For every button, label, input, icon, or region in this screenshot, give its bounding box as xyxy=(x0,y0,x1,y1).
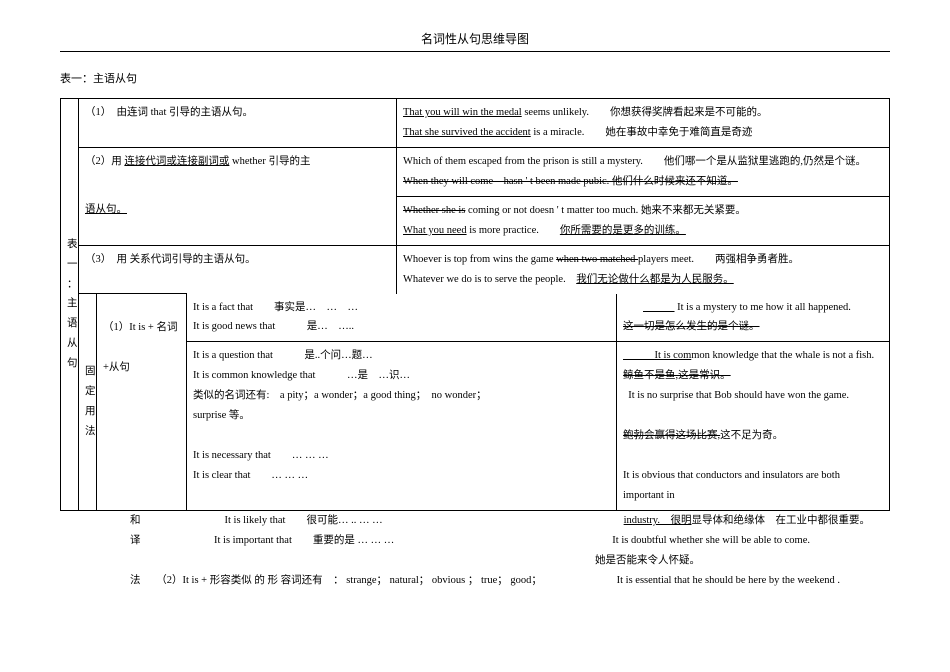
text: It is obvious that conductors and insula… xyxy=(623,470,840,501)
text: （3） 用 关系代词引导的主语从句。 xyxy=(85,254,256,265)
text: 类似的名词还有: a pity；a wonder；a good thing； n… xyxy=(193,390,487,401)
cell-fixed-c1: （1）It is + 名词 +从句 xyxy=(97,294,187,511)
cell-r3-left: 语从句。 xyxy=(79,196,397,245)
text: It is important that 重要的是 … … … xyxy=(214,535,394,546)
text: when two matched xyxy=(556,254,638,265)
text: surprise 等。 xyxy=(193,410,250,421)
text: is a miracle. xyxy=(531,127,585,138)
cell-r2-right: Which of them escaped from the prison is… xyxy=(397,147,890,196)
cell-r4-left: （3） 用 关系代词引导的主语从句。 xyxy=(79,245,397,293)
text: （2）It is + 形容类似 的 形 容词还有 ： strange； natu… xyxy=(162,575,542,586)
text: That you will win the medal xyxy=(403,107,522,118)
below-table-area: 和 It is likely that 很可能… .. … … industry… xyxy=(60,511,890,591)
text: whether 引导的主 xyxy=(229,156,310,167)
text: It is a fact that 事实是… … … xyxy=(193,302,358,313)
cell-r4-right: Whoever is top from wins the game when t… xyxy=(397,245,890,293)
text: 显导体和绝缘体 在工业中都很重要。 xyxy=(692,515,871,526)
text: Whatever we do is to serve the people. xyxy=(403,274,566,285)
text: It is doubtful whether she will be able … xyxy=(612,535,810,546)
text: It is likely that 很可能… .. … … xyxy=(225,515,383,526)
title-rule xyxy=(60,51,890,52)
text: It is a question that 是..个问…题… xyxy=(193,350,373,361)
text: （1） 由连词 that 引导的主语从句。 xyxy=(85,107,253,118)
text: is more practice. xyxy=(467,225,539,236)
text: 两强相争勇者胜。 xyxy=(715,254,799,265)
text: It is good news that 是… ….. xyxy=(193,321,354,332)
cell-r1-right: That you will win the medal seems unlike… xyxy=(397,99,890,148)
text: （1）It is + 名词 xyxy=(103,322,177,333)
text: 鲸鱼不是鱼,这是常识。 xyxy=(623,370,731,381)
text: It is necessary that … … … xyxy=(193,450,329,461)
text: 这不足为奇。 xyxy=(720,430,783,441)
text: seems unlikely. xyxy=(522,107,589,118)
cell-fixed-r-upper: It is a mystery to me how it all happene… xyxy=(617,294,890,342)
cell-r3-right: Whether she is coming or not doesn ' t m… xyxy=(397,196,890,245)
text: 她是否能来令人怀疑。 xyxy=(595,555,700,566)
text: +从句 xyxy=(103,362,130,373)
text: （2）用 xyxy=(85,156,124,167)
cell-r1-left: （1） 由连词 that 引导的主语从句。 xyxy=(79,99,397,148)
page-title: 名词性从句思维导图 xyxy=(60,30,890,47)
text: 你所需要的是更多的训练。 xyxy=(560,225,686,236)
text: 法 xyxy=(130,575,141,586)
text: industry. 很明 xyxy=(624,515,692,526)
text: mon knowledge that the whale is not a fi… xyxy=(691,350,874,361)
vertical-label: 表一：主语从句 xyxy=(61,99,79,511)
cell-fixed-m-lower: It is a question that 是..个问…题… It is com… xyxy=(187,342,617,511)
text: When they will come hasn ' t been made p… xyxy=(403,176,738,187)
text: 我们无论做什么都是为人民服务。 xyxy=(576,274,734,285)
text: 这一切是怎么发生的是个谜。 xyxy=(623,321,760,332)
main-table: 表一：主语从句 （1） 由连词 that 引导的主语从句。 That you w… xyxy=(60,98,890,511)
text: coming or not doesn ' t matter too much.… xyxy=(465,205,745,216)
fixed-label: 固定用法 xyxy=(79,294,97,511)
text: What you need xyxy=(403,225,467,236)
cell-fixed-r-lower: It is common knowledge that the whale is… xyxy=(617,342,890,511)
text: 译 xyxy=(130,535,141,546)
text: It is no surprise that Bob should have w… xyxy=(628,390,849,401)
text: 他们哪一个是从监狱里逃跑的,仍然是个谜。 xyxy=(664,156,866,167)
text: 她在事故中幸免于难简直是奇迹 xyxy=(605,127,752,138)
text: 语从句。 xyxy=(85,204,127,215)
text: It is com xyxy=(623,350,691,361)
text: It is a mystery to me how it all happene… xyxy=(677,302,851,313)
cell-fixed-m-upper: It is a fact that 事实是… … … It is good ne… xyxy=(187,294,617,342)
text: Whoever is top from wins the game xyxy=(403,254,556,265)
text: Whether she is xyxy=(403,205,465,216)
text: It is clear that … … … xyxy=(193,470,308,481)
text: That she survived the accident xyxy=(403,127,531,138)
text: 你想获得奖牌看起来是不可能的。 xyxy=(610,107,768,118)
text: 连接代词或连接副词或 xyxy=(124,156,229,167)
text: It is common knowledge that …是 …识… xyxy=(193,370,410,381)
table-label: 表一：主语从句 xyxy=(60,70,890,86)
text: It is essential that he should be here b… xyxy=(617,575,840,586)
text: players meet. xyxy=(638,254,694,265)
cell-r2-left: （2）用 连接代词或连接副词或 whether 引导的主 xyxy=(79,147,397,196)
text xyxy=(623,302,675,313)
text: Which of them escaped from the prison is… xyxy=(403,156,643,167)
text: 和 xyxy=(130,515,141,526)
text: 鲍勃会赢得这场比赛, xyxy=(623,430,720,441)
